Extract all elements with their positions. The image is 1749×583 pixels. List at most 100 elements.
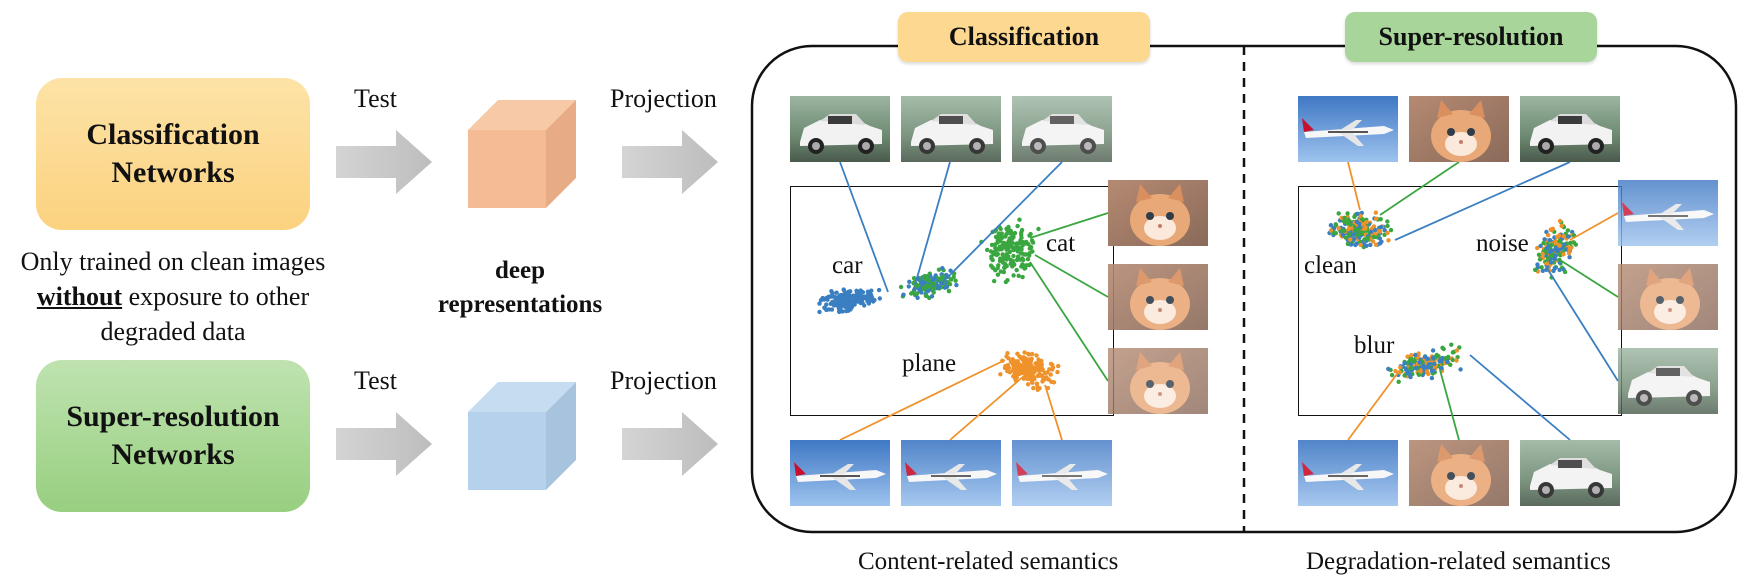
plane-blur-thumbnail — [901, 440, 1001, 506]
clean-cat-thumbnail — [1409, 96, 1509, 162]
scatter-point — [1345, 211, 1350, 216]
scatter-point — [859, 289, 864, 294]
noise-car-thumbnail — [1618, 348, 1718, 414]
scatter-point — [1402, 361, 1407, 366]
scatter-point — [1021, 363, 1026, 368]
cat-blur-thumbnail — [1108, 264, 1208, 330]
scatter-point — [1016, 273, 1021, 278]
scatter-point — [1388, 227, 1394, 233]
scatter-point — [948, 268, 953, 273]
scatter-point — [925, 288, 931, 294]
car-line-3 — [939, 161, 1063, 286]
scatter-point — [1010, 244, 1015, 250]
scatter-point — [1568, 245, 1574, 251]
scatter-point — [995, 251, 1000, 257]
scatter-point — [843, 290, 848, 295]
scatter-point — [817, 309, 822, 315]
scatter-point — [1015, 351, 1020, 356]
scatter-point — [1378, 224, 1384, 230]
scatter-point — [1418, 369, 1423, 374]
clean-line-car — [1394, 161, 1571, 241]
scatter-point — [1025, 382, 1031, 387]
scatter-point — [1055, 369, 1060, 375]
scatter-point — [817, 301, 822, 306]
scatter-point — [1562, 269, 1568, 275]
scatter-point — [1354, 219, 1360, 224]
blur-plane-thumbnail — [1298, 440, 1398, 506]
scatter-point — [906, 284, 911, 289]
orange-cube-icon — [468, 100, 576, 208]
scatter-point — [1363, 226, 1368, 231]
scatter-point — [1537, 257, 1543, 262]
scatter-point — [829, 289, 834, 294]
training-note: Only trained on clean images without exp… — [0, 244, 346, 349]
scatter-point — [1373, 228, 1378, 233]
scatter-point — [1034, 381, 1040, 386]
scatter-point — [907, 279, 912, 284]
scatter-point — [1355, 227, 1360, 232]
plane-line-3 — [1044, 384, 1063, 441]
scatter-point — [1432, 361, 1437, 366]
scatter-point — [1454, 348, 1460, 353]
scatter-point — [1413, 352, 1418, 358]
car-blur-thumbnail — [901, 96, 1001, 162]
scatter-point — [1034, 361, 1040, 366]
car-line-2 — [914, 161, 951, 286]
classification-panel-title: Classification — [898, 12, 1150, 62]
scatter-point — [860, 300, 865, 306]
scatter-point — [828, 301, 833, 306]
scatter-point — [1422, 354, 1428, 359]
scatter-point — [1449, 342, 1454, 347]
scatter-point — [1450, 357, 1456, 363]
scatter-point — [1030, 249, 1035, 254]
scatter-point — [910, 290, 916, 295]
scatter-point — [1533, 267, 1538, 272]
test-label-bottom: Test — [354, 366, 397, 395]
scatter-point — [1377, 236, 1383, 241]
scatter-point — [1003, 363, 1008, 369]
scatter-point — [1348, 237, 1353, 242]
classification-networks-box: Classification Networks — [36, 78, 310, 230]
scatter-point — [1051, 380, 1057, 385]
scatter-point — [1047, 367, 1052, 372]
scatter-point — [1023, 241, 1028, 246]
scatter-point — [1454, 358, 1459, 363]
scatter-point — [1557, 218, 1563, 224]
scatter-point — [1430, 348, 1436, 353]
scatter-point — [1536, 252, 1542, 257]
scatter-point — [1348, 222, 1353, 227]
scatter-point — [1385, 219, 1390, 224]
scatter-point — [834, 290, 839, 295]
scatter-point — [996, 235, 1002, 240]
scatter-point — [993, 248, 998, 253]
scatter-point — [1333, 222, 1338, 227]
note-line-1: Only trained on clean images — [20, 247, 326, 276]
scatter-point — [1001, 256, 1006, 262]
scatter-point — [1004, 263, 1009, 269]
scatter-point — [1410, 359, 1416, 364]
scatter-point — [991, 251, 997, 257]
scatter-point — [1373, 216, 1379, 221]
scatter-point — [866, 293, 871, 298]
arrow-test-bottom — [336, 412, 432, 476]
scatter-point — [1024, 362, 1030, 368]
blur-line-cat — [1439, 369, 1460, 441]
clean-car-thumbnail — [1520, 96, 1620, 162]
scatter-point — [1559, 223, 1564, 229]
note-emphasis: without — [36, 282, 123, 311]
scatter-point — [1018, 257, 1023, 262]
scatter-point — [1557, 243, 1562, 248]
car-clean-thumbnail — [790, 96, 890, 162]
scatter-point — [998, 372, 1003, 377]
scatter-point — [1007, 249, 1013, 255]
scatter-point — [1440, 345, 1445, 350]
projection-label-bottom: Projection — [610, 366, 717, 395]
scatter-point — [1551, 268, 1556, 274]
scatter-point — [846, 295, 852, 300]
scatter-point — [1439, 365, 1444, 371]
scatter-point — [1000, 252, 1005, 257]
scatter-point — [1037, 372, 1043, 377]
scatter-point — [1351, 232, 1356, 237]
scatter-point — [1021, 355, 1026, 360]
scatter-point — [1025, 376, 1030, 382]
